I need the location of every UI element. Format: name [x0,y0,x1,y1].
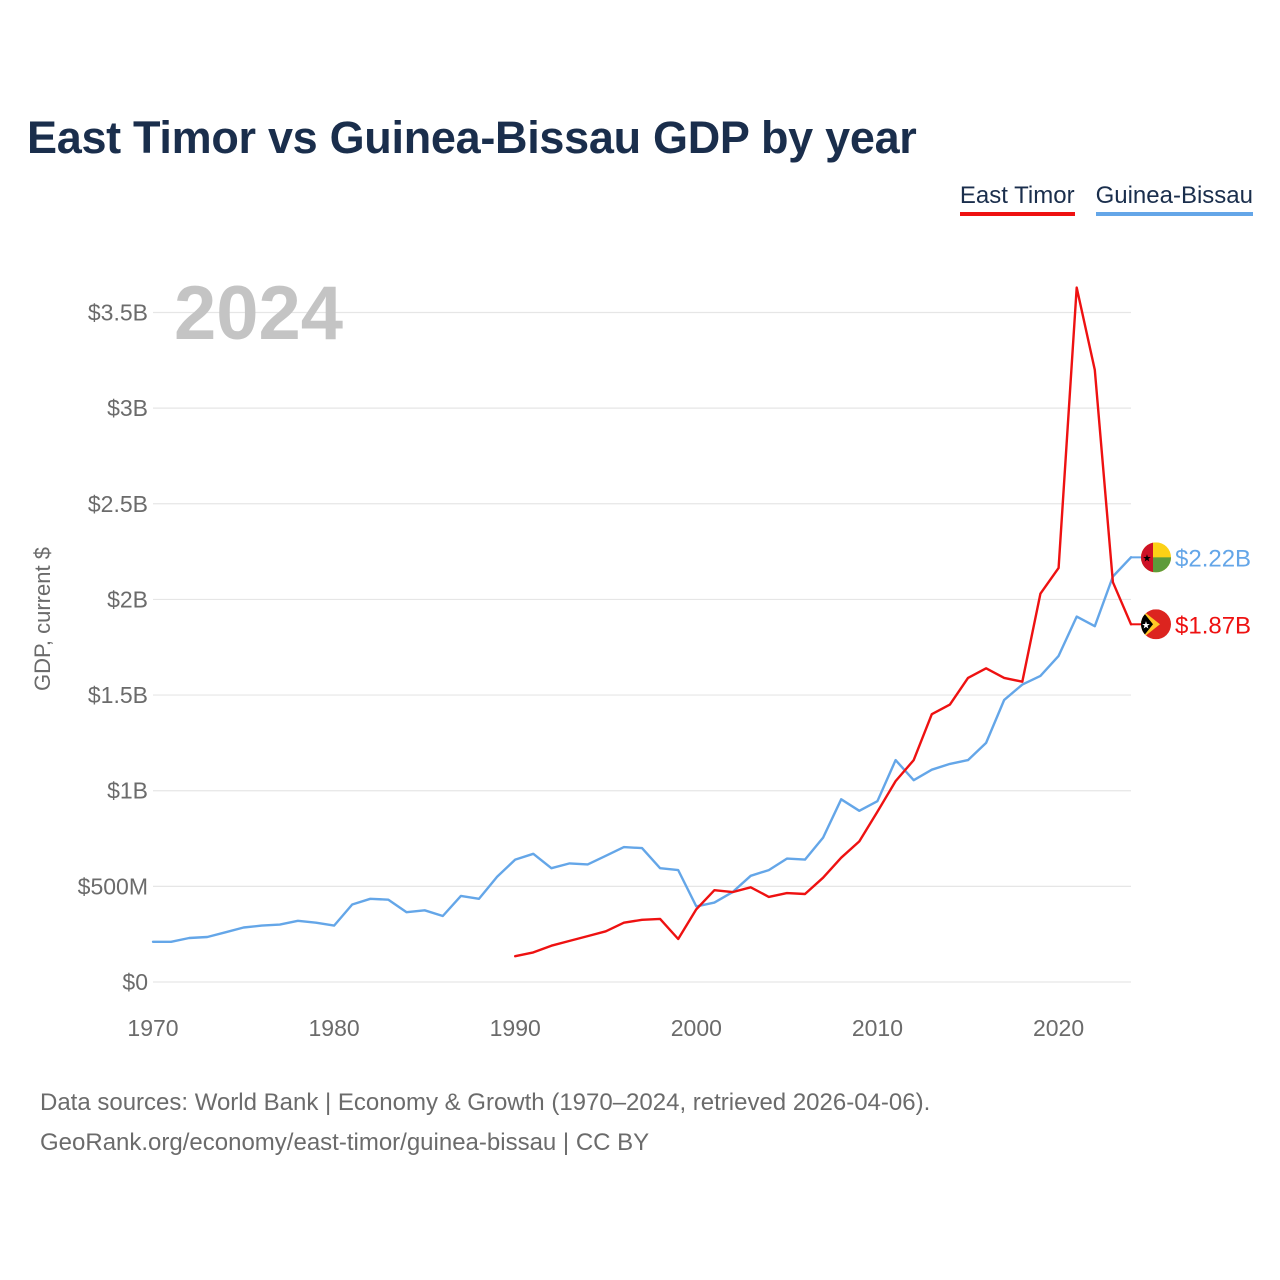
data-source: Data sources: World Bank | Economy & Gro… [40,1083,930,1163]
y-tick-label: $3B [107,395,148,421]
series-lines [151,286,1133,958]
y-tick-label: $2.5B [88,491,148,517]
y-tick-label: $3.5B [88,300,148,326]
y-tick-label: $1B [107,778,148,804]
gridlines [153,311,1131,983]
x-tick-label: 2010 [852,1015,903,1041]
legend: East Timor Guinea-Bissau [959,182,1253,216]
svg-text:★: ★ [1143,553,1152,564]
y-tick-label: $2B [107,586,148,612]
x-tick-label: 2020 [1033,1015,1084,1041]
x-tick-label: 2000 [671,1015,722,1041]
legend-guinea-bissau[interactable]: Guinea-Bissau [1095,182,1253,216]
series-line-guinea-bissau[interactable] [151,556,1133,943]
y-tick-label: $0 [122,969,148,995]
y-axis-label: GDP, current $ [30,547,55,691]
y-axis: $0 $500M $1B $1.5B $2B $2.5B $3B $3.5B [78,300,148,996]
end-value-label-east-timor: $1.87B [1175,612,1251,639]
x-tick-label: 1990 [490,1015,541,1041]
source-line-2[interactable]: GeoRank.org/economy/east-timor/guinea-bi… [40,1129,650,1156]
year-watermark: 2024 [174,271,343,356]
series-line-east-timor[interactable] [514,286,1133,958]
y-tick-label: $500M [78,873,148,899]
end-labels: ★ $2.22B ★ $1.87B [1131,542,1251,640]
flag-east-timor-icon: ★ [1141,609,1171,640]
end-value-label-guinea-bissau: $2.22B [1175,545,1251,572]
x-tick-label: 1970 [127,1015,178,1041]
x-axis: 1970 1980 1990 2000 2010 2020 [127,1015,1084,1041]
chart-title: East Timor vs Guinea-Bissau GDP by year [27,112,917,163]
x-tick-label: 1980 [309,1015,360,1041]
svg-text:★: ★ [1142,620,1151,631]
flag-guinea-bissau-icon: ★ [1141,542,1171,573]
legend-east-timor[interactable]: East Timor [959,182,1075,216]
source-line-1: Data sources: World Bank | Economy & Gro… [40,1089,931,1116]
y-tick-label: $1.5B [88,682,148,708]
